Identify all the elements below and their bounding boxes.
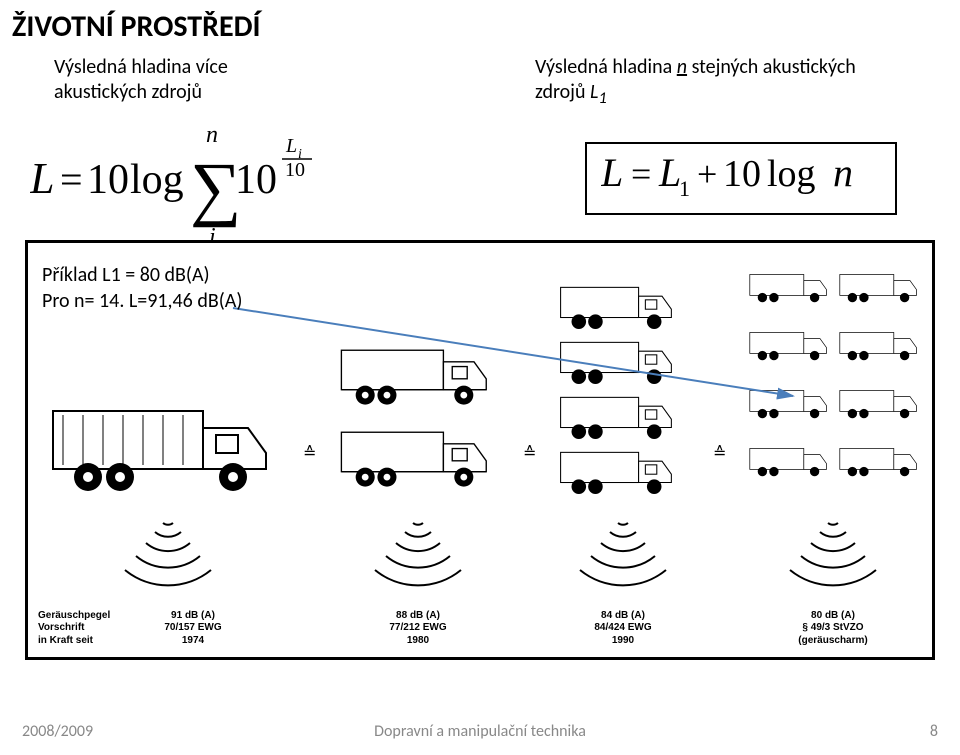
right-sub-l1-pre: Výsledná hladina (535, 55, 677, 79)
caption-value: 70/157 EWG (164, 622, 221, 633)
caption-value: 84 dB (A) (601, 610, 645, 621)
svg-text:+: + (697, 154, 717, 194)
equiv-sign: ≙ (303, 443, 316, 463)
svg-text:n: n (206, 122, 218, 148)
svg-text:∑: ∑ (190, 148, 241, 228)
noise-icon (363, 518, 473, 588)
noise-icon (568, 518, 678, 588)
caption-labels: Geräuschpegel Vorschrift in Kraft seit (38, 610, 110, 648)
svg-text:log: log (767, 153, 816, 195)
caption-value: 91 dB (A) (171, 610, 215, 621)
svg-text:=: = (60, 157, 83, 202)
equiv-sign: ≙ (523, 443, 536, 463)
page-title: ŽIVOTNÍ PROSTŘEDÍ (12, 8, 261, 45)
caption-value: § 49/3 StVZO (802, 622, 863, 633)
svg-text:10: 10 (285, 159, 305, 181)
svg-text:L: L (30, 154, 54, 203)
svg-text:log: log (130, 157, 184, 203)
caption-value: 1980 (407, 635, 429, 646)
caption-label: Geräuschpegel (38, 610, 110, 621)
svg-text:=: = (631, 154, 651, 194)
right-sub-l2-pre: zdrojů (535, 80, 590, 104)
example-text: Příklad L1 = 80 dB(A) Pro n= 14. L=91,46… (42, 262, 242, 314)
footer-center: Dopravní a manipulační technika (0, 722, 960, 741)
caption-value: (geräuscharm) (798, 635, 867, 646)
left-sub-line1: Výsledná hladina více (54, 55, 228, 79)
caption-value: 1974 (182, 635, 204, 646)
caption-label: Vorschrift (38, 622, 85, 633)
caption-col-4: 80 dB (A) § 49/3 StVZO (geräuscharm) (763, 610, 903, 648)
caption-value: 1990 (612, 635, 634, 646)
equation-sum: L = 10 log ∑ n i 10 L i 10 (30, 118, 330, 248)
right-sub-l1-post: stejných akustických (687, 55, 856, 79)
equiv-sign: ≙ (713, 443, 726, 463)
caption-value: 80 dB (A) (811, 610, 855, 621)
caption-col-1: 91 dB (A) 70/157 EWG 1974 (123, 610, 263, 648)
svg-text:n: n (833, 150, 853, 195)
svg-text:1: 1 (679, 176, 690, 200)
svg-text:L: L (601, 150, 623, 195)
right-sub-l1-n: n (677, 55, 687, 79)
svg-text:L: L (658, 150, 681, 195)
left-subtitle: Výsledná hladina více akustických zdrojů (54, 55, 228, 105)
caption-value: 77/212 EWG (389, 622, 446, 633)
caption-label: in Kraft seit (38, 635, 93, 646)
right-sub-l2-sub: 1 (598, 88, 606, 108)
svg-text:10: 10 (723, 153, 761, 195)
svg-text:10: 10 (87, 157, 129, 203)
noise-icon (113, 518, 223, 588)
arrow-icon (228, 288, 828, 418)
caption-value: 84/424 EWG (594, 622, 651, 633)
caption-col-3: 84 dB (A) 84/424 EWG 1990 (553, 610, 693, 648)
equation-n-sources: L = L 1 + 10 log n (585, 142, 897, 215)
footer-page: 8 (930, 722, 938, 741)
caption-value: 88 dB (A) (396, 610, 440, 621)
caption-col-2: 88 dB (A) 77/212 EWG 1980 (348, 610, 488, 648)
noise-icon (778, 518, 888, 588)
example-line: Pro n= 14. L=91,46 dB(A) (42, 289, 242, 313)
left-sub-line2: akustických zdrojů (54, 80, 202, 104)
svg-text:10: 10 (235, 157, 277, 203)
svg-text:L: L (285, 135, 297, 157)
example-line: Příklad L1 = 80 dB(A) (42, 263, 210, 287)
right-subtitle: Výsledná hladina n stejných akustických … (535, 55, 856, 109)
